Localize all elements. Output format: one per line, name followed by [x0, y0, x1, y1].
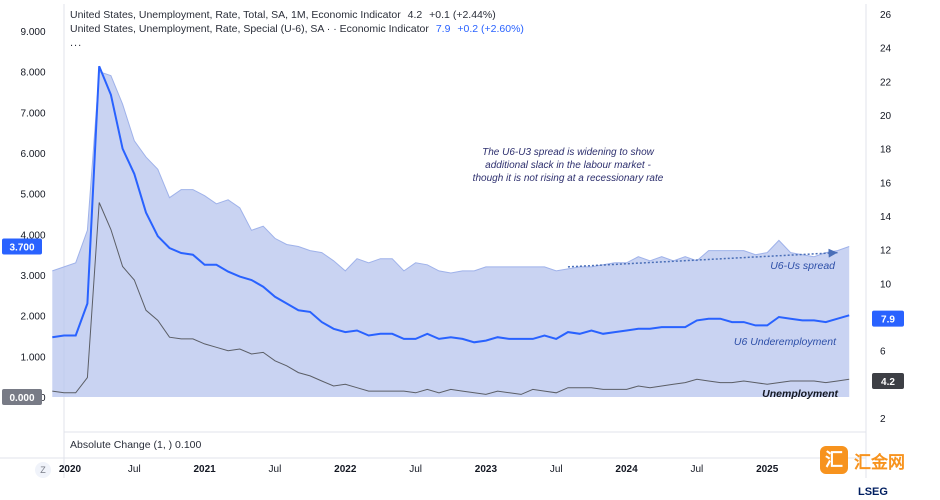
legend-u3-change: +0.1 (+2.44%) [429, 9, 496, 21]
legend-more-button[interactable]: ... [70, 37, 83, 49]
unemployment-line [52, 202, 850, 395]
legend-row-u3[interactable]: United States, Unemployment, Rate, Total… [70, 8, 524, 22]
brand-logo: LSEG [858, 486, 888, 498]
legend-u3-label: United States, Unemployment, Rate, Total… [70, 9, 401, 21]
left-last-value-badge: 3.700 [9, 243, 34, 254]
right-axis-tick-label: 2 [880, 414, 886, 425]
x-axis-tick-label: 2023 [475, 464, 498, 475]
spread-annotation-line: The U6-U3 spread is widening to show [482, 147, 655, 158]
right-axis-tick-label: 12 [880, 246, 892, 257]
x-axis-tick-label: Jul [128, 464, 141, 475]
spread-series-label: U6-Us spread [770, 260, 836, 272]
sub-panel-label: Absolute Change (1, ) 0.100 [70, 439, 202, 451]
u6-last-value-badge: 7.9 [881, 315, 895, 326]
x-axis-tick-label: 2024 [615, 464, 638, 475]
left-zero-badge-bg [2, 389, 42, 405]
left-last-value-badge-bg [2, 238, 42, 255]
right-axis-tick-label: 26 [880, 10, 892, 21]
left-axis-tick-label: 5.000 [20, 190, 45, 201]
x-axis-tick-label: Jul [550, 464, 563, 475]
left-axis-tick-label: 8.000 [20, 68, 45, 79]
left-axis-tick-label: 3.000 [20, 271, 45, 282]
right-axis-tick-label: 14 [880, 212, 892, 223]
x-axis-tick-label: Jul [269, 464, 282, 475]
left-axis-tick-label: 9.000 [20, 27, 45, 38]
legend-u6-label: United States, Unemployment, Rate, Speci… [70, 23, 429, 35]
watermark-logo-icon: 汇 [820, 446, 848, 474]
right-axis-tick-label: 16 [880, 178, 892, 189]
unemployment-series-label: Unemployment [762, 388, 838, 400]
x-axis-tick-label: 2022 [334, 464, 357, 475]
right-axis-tick-label: 22 [880, 77, 892, 88]
right-axis-tick-label: 10 [880, 279, 892, 290]
legend-u6-change: +0.2 (+2.60%) [457, 23, 524, 35]
left-axis-tick-label: 1.000 [20, 352, 45, 363]
spread-annotation-line: though it is not rising at a recessionar… [473, 173, 664, 184]
watermark-text: 汇金网 [854, 452, 905, 472]
legend-u6-value: 7.9 [435, 23, 451, 35]
watermark: 汇 汇金网 [820, 445, 932, 475]
left-zero-badge: 0.000 [9, 393, 34, 404]
spread-line [52, 71, 850, 274]
z-button[interactable]: Z [35, 462, 51, 478]
right-axis-tick-label: 20 [880, 111, 892, 122]
u3-last-value-badge-bg [872, 372, 904, 389]
spread-area [52, 71, 850, 397]
left-axis-tick-label: 2.000 [20, 312, 45, 323]
x-axis-tick-label: 2020 [59, 464, 82, 475]
x-axis-tick-label: 2025 [756, 464, 779, 475]
legend-row-u6[interactable]: United States, Unemployment, Rate, Speci… [70, 22, 524, 36]
u6-line [52, 65, 850, 344]
right-axis-tick-label: 18 [880, 145, 892, 156]
chart-legend: United States, Unemployment, Rate, Total… [70, 8, 524, 50]
x-axis-tick-label: 2021 [194, 464, 217, 475]
u6-last-value-badge-bg [872, 310, 904, 327]
u3-last-value-badge: 4.2 [881, 377, 895, 388]
right-axis-tick-label: 24 [880, 44, 892, 55]
left-axis-tick-label: 4.000 [20, 230, 45, 241]
u6-series-label: U6 Underemployment [734, 336, 837, 348]
x-axis-tick-label: Jul [409, 464, 422, 475]
right-axis-tick-label: 6 [880, 347, 886, 358]
left-axis-tick-label: 6.000 [20, 149, 45, 160]
legend-u3-value: 4.2 [407, 9, 423, 21]
left-axis-tick-label: 7.000 [20, 108, 45, 119]
trend-arrow [567, 248, 838, 268]
spread-annotation-line: additional slack in the labour market - [485, 160, 651, 171]
x-axis-tick-label: Jul [690, 464, 703, 475]
